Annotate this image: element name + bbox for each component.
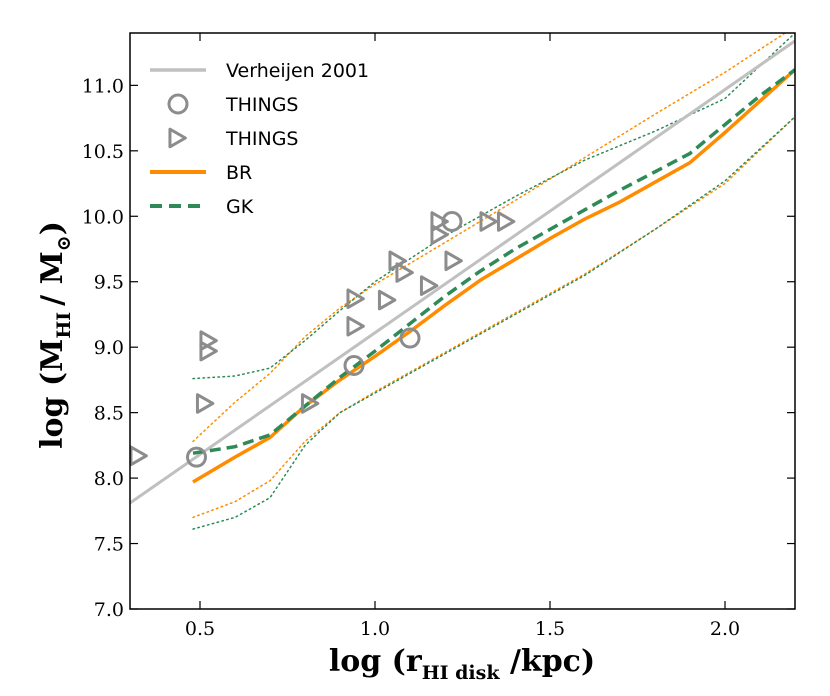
things-triangle-point (430, 211, 449, 232)
scatter-bands (192, 33, 795, 530)
things-triangle-point (346, 315, 365, 337)
y-tick-label: 10.5 (82, 141, 124, 163)
legend-item: THINGS (167, 93, 299, 116)
things-triangle-point (346, 288, 365, 310)
x-tick-label: 1.5 (535, 618, 565, 640)
y-tick-label: 9.0 (94, 337, 124, 359)
things-triangle-point (395, 262, 414, 283)
series-line-verheijen-2001 (130, 39, 795, 505)
things-triangle-point (129, 445, 148, 467)
y-tick-label: 8.0 (94, 468, 124, 490)
scatter-band-line (192, 116, 795, 530)
legend-item: GK (150, 196, 254, 218)
observation-markers (129, 211, 516, 468)
y-tick-label: 7.5 (94, 534, 124, 556)
y-axis-title: log (MHI/ M⊙) (35, 221, 75, 449)
things-circle-point (441, 211, 463, 233)
things-circle-point (186, 446, 207, 468)
things-triangle-point (430, 224, 449, 245)
x-tick-label: 0.5 (185, 618, 215, 640)
x-tick-label: 2.0 (710, 618, 740, 640)
x-tick-label: 1.0 (360, 618, 390, 640)
series-line-gk (192, 68, 795, 455)
legend-item: Verheijen 2001 (150, 60, 369, 82)
scatter-band-line (192, 33, 787, 443)
y-tick-label: 8.5 (94, 403, 124, 425)
y-tick-label: 10.0 (82, 206, 124, 228)
legend-label: Verheijen 2001 (226, 60, 369, 82)
y-tick-label: 9.5 (94, 272, 124, 294)
x-axis-title: log (rHI disk /kpc) (329, 644, 595, 684)
model-lines (130, 39, 795, 505)
things-circle-point (343, 355, 365, 377)
legend-label: BR (226, 162, 252, 184)
plot-frame (129, 32, 796, 610)
legend-item: BR (150, 162, 252, 184)
legend: Verheijen 2001 THINGS THINGS BR GK (150, 60, 369, 218)
things-triangle-point (377, 289, 397, 311)
scatter-band-line (192, 33, 795, 380)
y-tick-label: 11.0 (82, 75, 124, 97)
legend-label: THINGS (225, 128, 299, 150)
legend-item: THINGS (168, 127, 299, 150)
things-triangle-point (496, 211, 516, 232)
legend-label: GK (226, 196, 254, 218)
things-triangle-point (444, 250, 463, 272)
legend-label: THINGS (225, 94, 299, 116)
legend-swatch (168, 127, 187, 149)
things-triangle-point (195, 393, 215, 414)
things-triangle-point (199, 330, 218, 351)
things-triangle-point (300, 393, 320, 414)
scatter-band-line (192, 116, 795, 519)
legend-swatch (167, 93, 189, 115)
axis-ticks: 0.5 1.0 1.5 2.0 7.0 7.5 8.0 8.5 9.0 9.5 10.0 10.5 11… (82, 33, 795, 640)
y-tick-label: 7.0 (94, 599, 124, 621)
things-triangle-point (479, 211, 498, 232)
series-line-br (192, 68, 795, 484)
things-triangle-point (419, 275, 439, 296)
things-circle-point (399, 327, 421, 349)
